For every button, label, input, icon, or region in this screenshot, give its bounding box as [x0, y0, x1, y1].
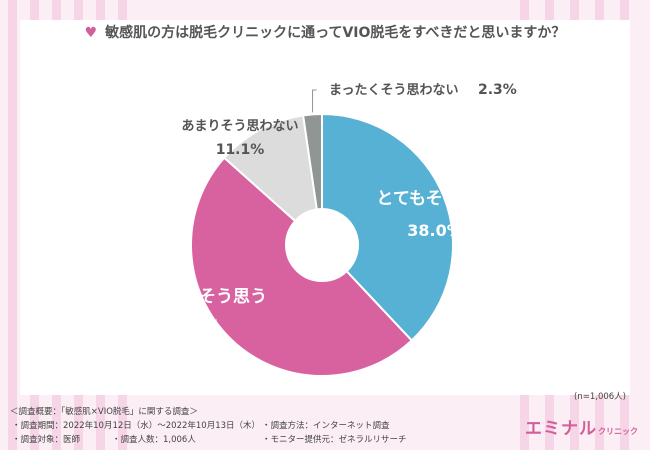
stripe-left-0	[8, 0, 17, 450]
value-label-very-much: 38.0%	[407, 221, 463, 240]
survey-provider: ・モニター提供元：ゼネラルリサーチ	[262, 435, 407, 445]
slice-somewhat	[189, 156, 414, 377]
value-label-somewhat: 48.6%	[165, 316, 221, 335]
value-label-not-at-all: 2.3%	[478, 82, 517, 98]
callout-line	[312, 89, 317, 113]
slice-very-much	[321, 112, 454, 342]
label-not-really: あまりそう思わない	[181, 119, 298, 134]
slice-not-at-all	[302, 112, 323, 211]
label-somewhat: ややそう思う	[165, 287, 267, 307]
survey-period: ・調査期間：2022年10月12日（水）～2022年10月13日（木）	[12, 421, 261, 431]
logo-sub-text: クリニック	[598, 427, 638, 436]
heart-icon: ♥	[84, 25, 98, 41]
survey-method: ・調査方法：インターネット調査	[262, 421, 390, 431]
label-very-much: とてもそう思う	[376, 189, 493, 209]
title-row: ♥ 敏感肌の方は脱毛クリニックに通ってVIO脱毛をすべきだと思いますか？	[0, 22, 650, 42]
chart-title: 敏感肌の方は脱毛クリニックに通ってVIO脱毛をすべきだと思いますか？	[105, 25, 566, 41]
clinic-logo: エミナルクリニック	[525, 414, 638, 439]
value-label-not-really: 11.1%	[216, 142, 265, 158]
survey-heading: ＜調査概要：「敏感肌×VIO脱毛」に関する調査＞	[10, 407, 198, 417]
survey-target: ・調査対象：医師	[12, 435, 81, 445]
label-not-at-all: まったくそう思わない	[329, 83, 458, 98]
logo-main-text: エミナル	[525, 419, 597, 439]
sample-size-note: (n=1,006人)	[574, 392, 626, 402]
survey-count: ・調査人数：1,006人	[112, 435, 196, 445]
